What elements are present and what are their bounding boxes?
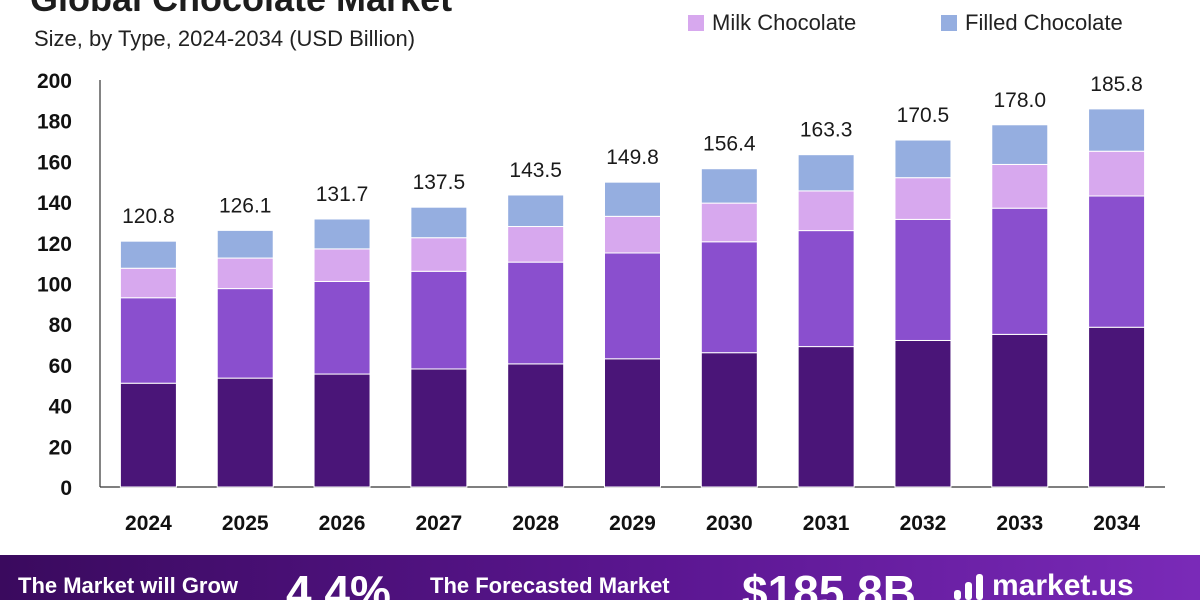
- x-tick-label: 2028: [512, 512, 559, 535]
- y-tick-label: 140: [37, 192, 72, 215]
- bar-segment: [507, 194, 565, 228]
- data-label-total: 131.7: [316, 183, 369, 206]
- footer-banner: The Market will Grow 4.4% The Forecasted…: [0, 555, 1200, 600]
- x-tick-label: 2031: [803, 512, 850, 535]
- bar-segment: [604, 252, 661, 360]
- legend-swatch-milk-chocolate: [688, 15, 704, 31]
- brand-name: market.us: [992, 569, 1134, 600]
- bar-segment: [700, 352, 758, 488]
- x-tick-label: 2034: [1093, 512, 1140, 535]
- bar-segment: [1088, 108, 1146, 152]
- bar-segment: [313, 218, 371, 250]
- bar-segment: [797, 190, 855, 232]
- bar-segment: [797, 230, 855, 348]
- data-label-total: 170.5: [897, 104, 950, 127]
- bar-segment: [216, 229, 274, 259]
- x-tick-label: 2026: [319, 512, 366, 535]
- legend-label-filled-chocolate: Filled Chocolate: [965, 10, 1123, 35]
- x-tick-label: 2025: [222, 512, 269, 535]
- bar-segment: [991, 333, 1049, 488]
- stacked-bar-chart: 0 20 40 60 80 100 120 140 160 180 200 120.8 2024 126.…: [37, 70, 1165, 535]
- bar-segment: [119, 297, 177, 384]
- y-tick-label: 200: [37, 70, 72, 93]
- chart-title: Global Chocolate Market: [30, 0, 452, 20]
- legend-swatch-filled-chocolate: [941, 15, 957, 31]
- bar-segment: [216, 377, 274, 488]
- bar-segment: [119, 382, 177, 488]
- x-tick-label: 2024: [125, 512, 172, 535]
- bar-segment: [604, 181, 661, 217]
- bar-segment: [797, 346, 855, 488]
- data-label-total: 178.0: [993, 89, 1046, 112]
- footer-forecast-value: $185.8B: [742, 566, 916, 600]
- bar-segment: [700, 168, 758, 204]
- y-tick-label: 60: [49, 355, 72, 378]
- data-label-total: 126.1: [219, 194, 272, 217]
- bar-segment: [313, 248, 371, 282]
- data-label-total: 149.8: [606, 146, 659, 169]
- bar-segment: [1088, 150, 1146, 197]
- bar-segment: [991, 124, 1049, 165]
- footer-brand: market.us: [952, 569, 1134, 600]
- data-label-total: 185.8: [1090, 73, 1143, 96]
- y-tick-label: 120: [37, 233, 72, 256]
- y-tick-label: 40: [49, 396, 72, 419]
- legend-item-milk-chocolate: Milk Chocolate: [688, 10, 856, 36]
- brand-logo-icon: [952, 572, 986, 600]
- bar-segment: [700, 241, 758, 354]
- bar-segment: [410, 368, 468, 488]
- data-label-total: 156.4: [703, 133, 756, 156]
- y-tick-label: 20: [49, 436, 72, 459]
- bar-segment: [604, 215, 661, 254]
- data-label-total: 163.3: [800, 119, 853, 142]
- bar-segment: [119, 240, 177, 269]
- data-label-total: 143.5: [509, 159, 562, 182]
- bar-segment: [216, 288, 274, 379]
- bar-segment: [894, 339, 952, 488]
- x-tick-label: 2029: [609, 512, 656, 535]
- x-tick-label: 2027: [416, 512, 463, 535]
- bar-segment: [991, 163, 1049, 209]
- legend-label-milk-chocolate: Milk Chocolate: [712, 10, 857, 35]
- data-label-total: 137.5: [413, 171, 466, 194]
- bar-segment: [216, 257, 274, 290]
- bar-segment: [1088, 195, 1146, 328]
- bar-segment: [700, 202, 758, 243]
- bar-segment: [507, 363, 565, 488]
- bar-segment: [410, 206, 468, 239]
- y-tick-label: 180: [37, 111, 72, 134]
- y-tick-label: 100: [37, 274, 72, 297]
- bar-segment: [507, 226, 565, 263]
- chart-subtitle: Size, by Type, 2024-2034 (USD Billion): [34, 26, 416, 51]
- bar-segment: [119, 267, 177, 299]
- bar-segment: [894, 218, 952, 341]
- bar-segment: [991, 207, 1049, 335]
- bar-segment: [410, 237, 468, 272]
- bar-segment: [410, 270, 468, 370]
- bar-segment: [313, 280, 371, 375]
- bar-segment: [894, 177, 952, 220]
- bar-segment: [1088, 326, 1146, 488]
- bar-segment: [604, 358, 661, 488]
- bar-segment: [313, 373, 371, 488]
- bar-segment: [894, 139, 952, 179]
- data-label-total: 120.8: [122, 205, 175, 228]
- x-tick-label: 2033: [996, 512, 1043, 535]
- x-tick-label: 2030: [706, 512, 753, 535]
- legend-item-filled-chocolate: Filled Chocolate: [941, 10, 1123, 36]
- footer-cagr-value: 4.4%: [286, 566, 391, 600]
- bar-segment: [797, 154, 855, 192]
- footer-forecast-text: The Forecasted Market: [430, 573, 670, 598]
- y-tick-label: 160: [37, 151, 72, 174]
- y-tick-label: 0: [60, 477, 72, 500]
- bar-segment: [507, 261, 565, 365]
- y-tick-label: 80: [49, 314, 72, 337]
- x-tick-label: 2032: [900, 512, 947, 535]
- footer-grow-text: The Market will Grow: [18, 573, 239, 598]
